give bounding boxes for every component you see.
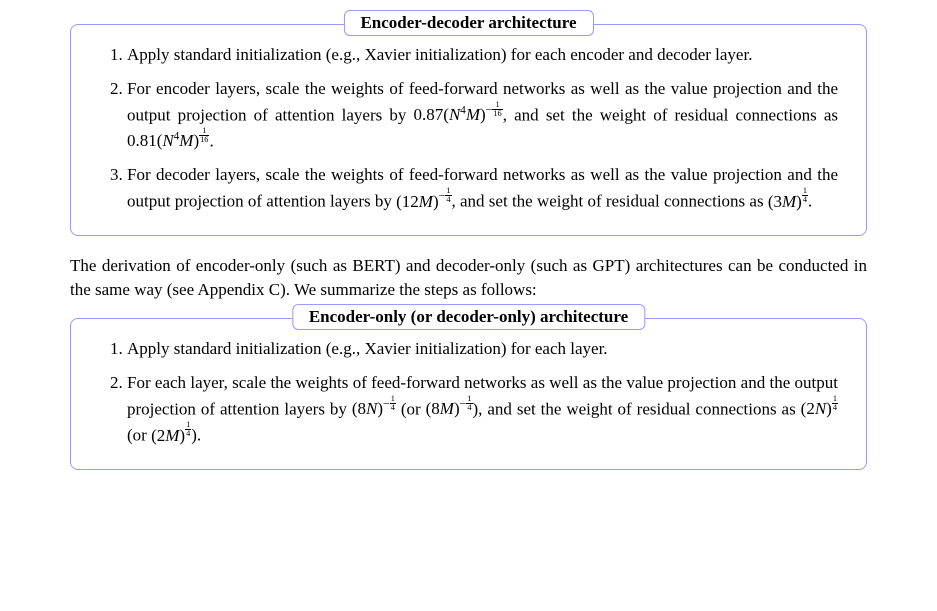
coef: 12 <box>402 192 419 211</box>
math-expr: 0.87(N4M)−116 <box>414 105 503 124</box>
var-N: N <box>366 399 377 418</box>
coef: 0.81 <box>127 131 157 150</box>
sign: − <box>383 396 390 410</box>
fraction: 14 <box>832 395 838 413</box>
step-2: For encoder layers, scale the weights of… <box>127 77 838 153</box>
box-title: Encoder-only (or decoder-only) architect… <box>292 304 645 330</box>
var-M: M <box>466 105 480 124</box>
exponent: −116 <box>486 101 503 119</box>
math-expr: (3M)14 <box>768 192 808 211</box>
text: . <box>209 131 213 150</box>
var-M: M <box>440 399 454 418</box>
math-expr: (12M)−14 <box>396 192 451 211</box>
text: ), and set the weight of residual connec… <box>473 399 801 418</box>
text: (or <box>127 426 151 445</box>
coef: 0.87 <box>414 105 444 124</box>
encoder-only-box: Encoder-only (or decoder-only) architect… <box>70 318 867 470</box>
denominator: 16 <box>492 110 502 118</box>
exponent: −14 <box>383 395 396 413</box>
math-expr: (8M)−14 <box>426 399 473 418</box>
text: . <box>808 192 812 211</box>
math-expr: (8N)−14 <box>352 399 396 418</box>
step-1: Apply standard initialization (e.g., Xav… <box>127 337 838 361</box>
sign: − <box>439 189 446 203</box>
step-2: For each layer, scale the weights of fee… <box>127 371 838 447</box>
coef: 3 <box>774 192 783 211</box>
math-expr: 0.81(N4M)116 <box>127 131 209 150</box>
exponent: 116 <box>199 127 209 145</box>
text: (or <box>396 399 426 418</box>
bridge-paragraph: The derivation of encoder-only (such as … <box>70 254 867 302</box>
fraction: 116 <box>492 101 502 119</box>
coef: 2 <box>806 399 815 418</box>
coef: 8 <box>431 399 440 418</box>
sign: − <box>486 102 493 116</box>
text: , and set the weight of residual connect… <box>452 192 768 211</box>
exponent: −14 <box>439 187 452 205</box>
var-N: N <box>449 105 460 124</box>
text: ). <box>191 426 201 445</box>
coef: 8 <box>358 399 367 418</box>
text: , and set the weight of residual connect… <box>503 105 838 124</box>
exponent: −14 <box>460 395 473 413</box>
var-M: M <box>782 192 796 211</box>
fraction: 116 <box>199 127 209 145</box>
math-expr: (2M)14 <box>151 426 191 445</box>
var-M: M <box>179 131 193 150</box>
denominator: 16 <box>199 136 209 144</box>
box-title: Encoder-decoder architecture <box>343 10 593 36</box>
exponent: 14 <box>832 395 838 413</box>
encoder-decoder-box: Encoder-decoder architecture Apply stand… <box>70 24 867 236</box>
math-expr: (2N)14 <box>801 399 838 418</box>
var-N: N <box>815 399 826 418</box>
var-M: M <box>419 192 433 211</box>
var-N: N <box>162 131 173 150</box>
step-3: For decoder layers, scale the weights of… <box>127 163 838 213</box>
var-M: M <box>165 426 179 445</box>
coef: 2 <box>157 426 166 445</box>
encoder-decoder-steps: Apply standard initialization (e.g., Xav… <box>99 43 838 213</box>
denominator: 4 <box>832 404 838 412</box>
sign: − <box>460 396 467 410</box>
step-1: Apply standard initialization (e.g., Xav… <box>127 43 838 67</box>
encoder-only-steps: Apply standard initialization (e.g., Xav… <box>99 337 838 447</box>
